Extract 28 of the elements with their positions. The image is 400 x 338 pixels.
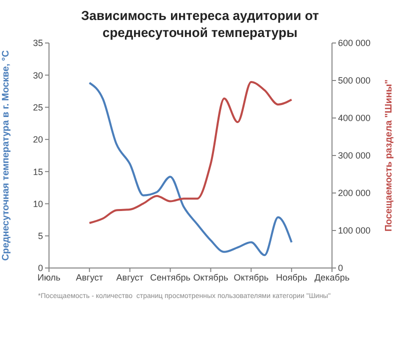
y-tick-label: 10	[32, 198, 43, 209]
y-tick-label: 25	[32, 102, 43, 112]
y-tick-label: 15	[32, 166, 43, 177]
y-tick-label: 35	[32, 38, 43, 48]
y-axis-title: Среднесуточная температура в г. Москве, °С	[0, 50, 12, 261]
y2-tick-label: 0	[338, 263, 344, 274]
y2-tick-label: 600 000	[338, 38, 371, 48]
x-tick-label: Ноябрь	[276, 272, 308, 282]
y2-tick-label: 100 000	[338, 226, 371, 236]
x-tick-label: Октябрь	[193, 272, 228, 282]
line-series	[88, 81, 293, 224]
y2-tick-label: 200 000	[338, 188, 371, 198]
y2-tick-label: 300 000	[338, 150, 371, 161]
x-tick-label: Декабрь	[314, 272, 350, 282]
chart-title: Зависимость интереса аудитории от среднесуточной температуры	[81, 8, 319, 40]
x-tick-label: Август	[116, 272, 144, 282]
y2-tick-label: 500 000	[338, 76, 371, 86]
y2-axis-title: Посещаемость раздела "Шины"	[383, 79, 394, 232]
x-tick-label: Июль	[38, 272, 61, 282]
y-tick-label: 20	[32, 134, 43, 145]
y-tick-label: 0	[38, 263, 43, 274]
y-tick-label: 5	[38, 231, 43, 242]
line-series	[88, 82, 293, 256]
x-tick-label: Август	[76, 272, 103, 282]
y2-tick-label: 400 000	[338, 113, 371, 124]
y-tick-label: 30	[32, 70, 43, 80]
x-tick-label: Октябрь	[234, 272, 269, 282]
x-tick-label: Сентябрь	[150, 272, 191, 282]
